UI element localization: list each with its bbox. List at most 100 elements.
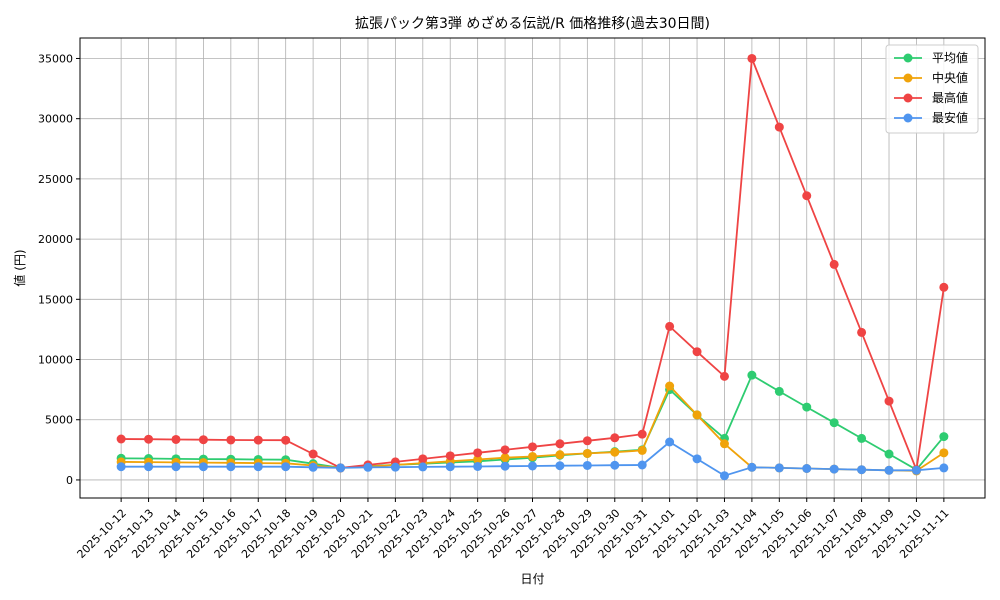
data-point bbox=[116, 462, 126, 472]
data-point bbox=[253, 462, 263, 472]
data-point bbox=[198, 435, 208, 445]
data-point bbox=[857, 327, 867, 337]
data-point bbox=[528, 451, 537, 461]
data-point bbox=[308, 462, 318, 472]
data-point bbox=[774, 386, 784, 396]
legend-marker bbox=[903, 113, 913, 123]
data-point bbox=[692, 347, 702, 357]
legend-label: 中央値 bbox=[932, 70, 968, 85]
data-point bbox=[418, 454, 428, 464]
data-point bbox=[829, 464, 839, 474]
legend-item: 平均値 bbox=[894, 50, 968, 65]
data-point bbox=[802, 191, 812, 201]
data-point bbox=[911, 465, 921, 475]
data-point bbox=[281, 435, 291, 445]
y-tick-label: 35000 bbox=[38, 52, 73, 65]
data-point bbox=[774, 122, 784, 132]
legend-item: 最安値 bbox=[894, 110, 968, 125]
data-point bbox=[555, 450, 565, 460]
data-point bbox=[500, 461, 510, 471]
data-point bbox=[637, 445, 647, 455]
y-tick-label: 5000 bbox=[45, 414, 73, 427]
data-point bbox=[719, 439, 729, 449]
data-point bbox=[884, 465, 894, 475]
y-tick-label: 15000 bbox=[38, 293, 73, 306]
series-最安値 bbox=[116, 437, 949, 481]
data-point bbox=[939, 282, 949, 292]
data-point bbox=[857, 433, 867, 443]
data-point bbox=[610, 460, 620, 470]
data-point bbox=[418, 462, 428, 472]
data-point bbox=[802, 402, 812, 412]
y-tick-label: 0 bbox=[66, 474, 73, 487]
data-point bbox=[226, 435, 236, 445]
axes: 2025-10-122025-10-132025-10-142025-10-15… bbox=[38, 52, 952, 561]
legend-marker bbox=[903, 73, 913, 83]
data-point bbox=[637, 429, 647, 439]
data-point bbox=[719, 371, 729, 381]
data-point bbox=[528, 442, 537, 452]
data-point bbox=[610, 433, 620, 443]
data-point bbox=[198, 462, 208, 472]
legend-label: 平均値 bbox=[932, 50, 968, 65]
data-point bbox=[473, 448, 483, 458]
series-最高値 bbox=[116, 53, 949, 475]
series-lines bbox=[116, 53, 949, 481]
legend-marker bbox=[903, 53, 913, 63]
data-point bbox=[336, 463, 346, 473]
data-point bbox=[582, 436, 592, 446]
data-point bbox=[802, 463, 812, 473]
y-tick-label: 30000 bbox=[38, 113, 73, 126]
data-point bbox=[939, 432, 949, 442]
data-point bbox=[144, 462, 154, 472]
data-point bbox=[500, 445, 510, 455]
data-point bbox=[390, 462, 400, 472]
data-point bbox=[939, 463, 949, 473]
data-point bbox=[829, 259, 839, 269]
data-point bbox=[747, 462, 757, 472]
data-point bbox=[116, 434, 126, 444]
data-point bbox=[665, 381, 675, 391]
data-point bbox=[363, 462, 373, 472]
data-point bbox=[774, 463, 784, 473]
data-point bbox=[857, 465, 867, 475]
data-point bbox=[171, 434, 181, 444]
data-point bbox=[884, 449, 894, 459]
data-point bbox=[473, 454, 483, 464]
data-point bbox=[281, 462, 291, 472]
data-point bbox=[692, 410, 702, 420]
legend-label: 最高値 bbox=[932, 90, 968, 105]
data-point bbox=[445, 462, 455, 472]
data-point bbox=[884, 396, 894, 406]
data-point bbox=[692, 454, 702, 464]
data-point bbox=[500, 453, 510, 463]
data-point bbox=[226, 462, 236, 472]
data-point bbox=[253, 435, 263, 445]
data-point bbox=[555, 439, 565, 449]
data-point bbox=[171, 462, 181, 472]
chart-title: 拡張パック第3弾 めざめる伝説/R 価格推移(過去30日間) bbox=[355, 15, 710, 32]
legend-marker bbox=[903, 93, 913, 103]
y-tick-label: 25000 bbox=[38, 173, 73, 186]
data-point bbox=[665, 321, 675, 331]
data-point bbox=[528, 461, 537, 471]
data-point bbox=[939, 448, 949, 458]
data-point bbox=[747, 53, 757, 63]
data-point bbox=[582, 460, 592, 470]
data-point bbox=[555, 461, 565, 471]
data-point bbox=[473, 461, 483, 471]
legend-box bbox=[885, 44, 979, 134]
data-point bbox=[144, 434, 154, 444]
legend-label: 最安値 bbox=[932, 110, 968, 125]
y-tick-label: 20000 bbox=[38, 233, 73, 246]
x-axis-title: 日付 bbox=[520, 572, 544, 586]
data-point bbox=[747, 370, 757, 380]
y-axis-title: 値 (円) bbox=[12, 249, 27, 286]
y-tick-label: 10000 bbox=[38, 354, 73, 367]
data-point bbox=[445, 451, 455, 461]
data-point bbox=[829, 418, 839, 428]
data-point bbox=[637, 460, 647, 470]
